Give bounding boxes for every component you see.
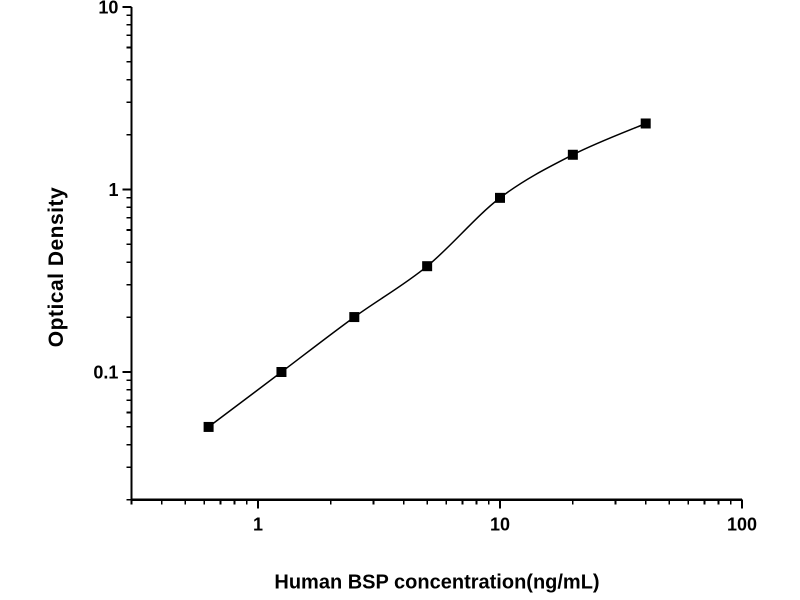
y-tick-label: 10 [98, 0, 118, 17]
data-point-marker [349, 312, 360, 323]
data-point-marker [203, 421, 214, 432]
y-axis-title: Optical Density [45, 186, 68, 348]
x-tick-label: 10 [490, 515, 510, 535]
data-point-marker [422, 261, 433, 272]
y-tick-label: 1 [108, 180, 118, 200]
x-axis-title: Human BSP concentration(ng/mL) [274, 571, 600, 594]
x-tick-label: 100 [727, 515, 757, 535]
x-tick-label: 1 [253, 515, 263, 535]
data-point-marker [567, 149, 578, 160]
standard-curve-line [208, 122, 646, 428]
data-point-marker [495, 192, 505, 203]
axis-ticks [122, 5, 744, 509]
axes [130, 7, 742, 501]
data-point-marker [640, 118, 651, 129]
axis-tick-labels: 1 10 100 0.1 1 10 [93, 0, 757, 535]
data-series [203, 118, 651, 432]
y-tick-label: 0.1 [93, 362, 118, 382]
data-point-marker [276, 367, 287, 377]
